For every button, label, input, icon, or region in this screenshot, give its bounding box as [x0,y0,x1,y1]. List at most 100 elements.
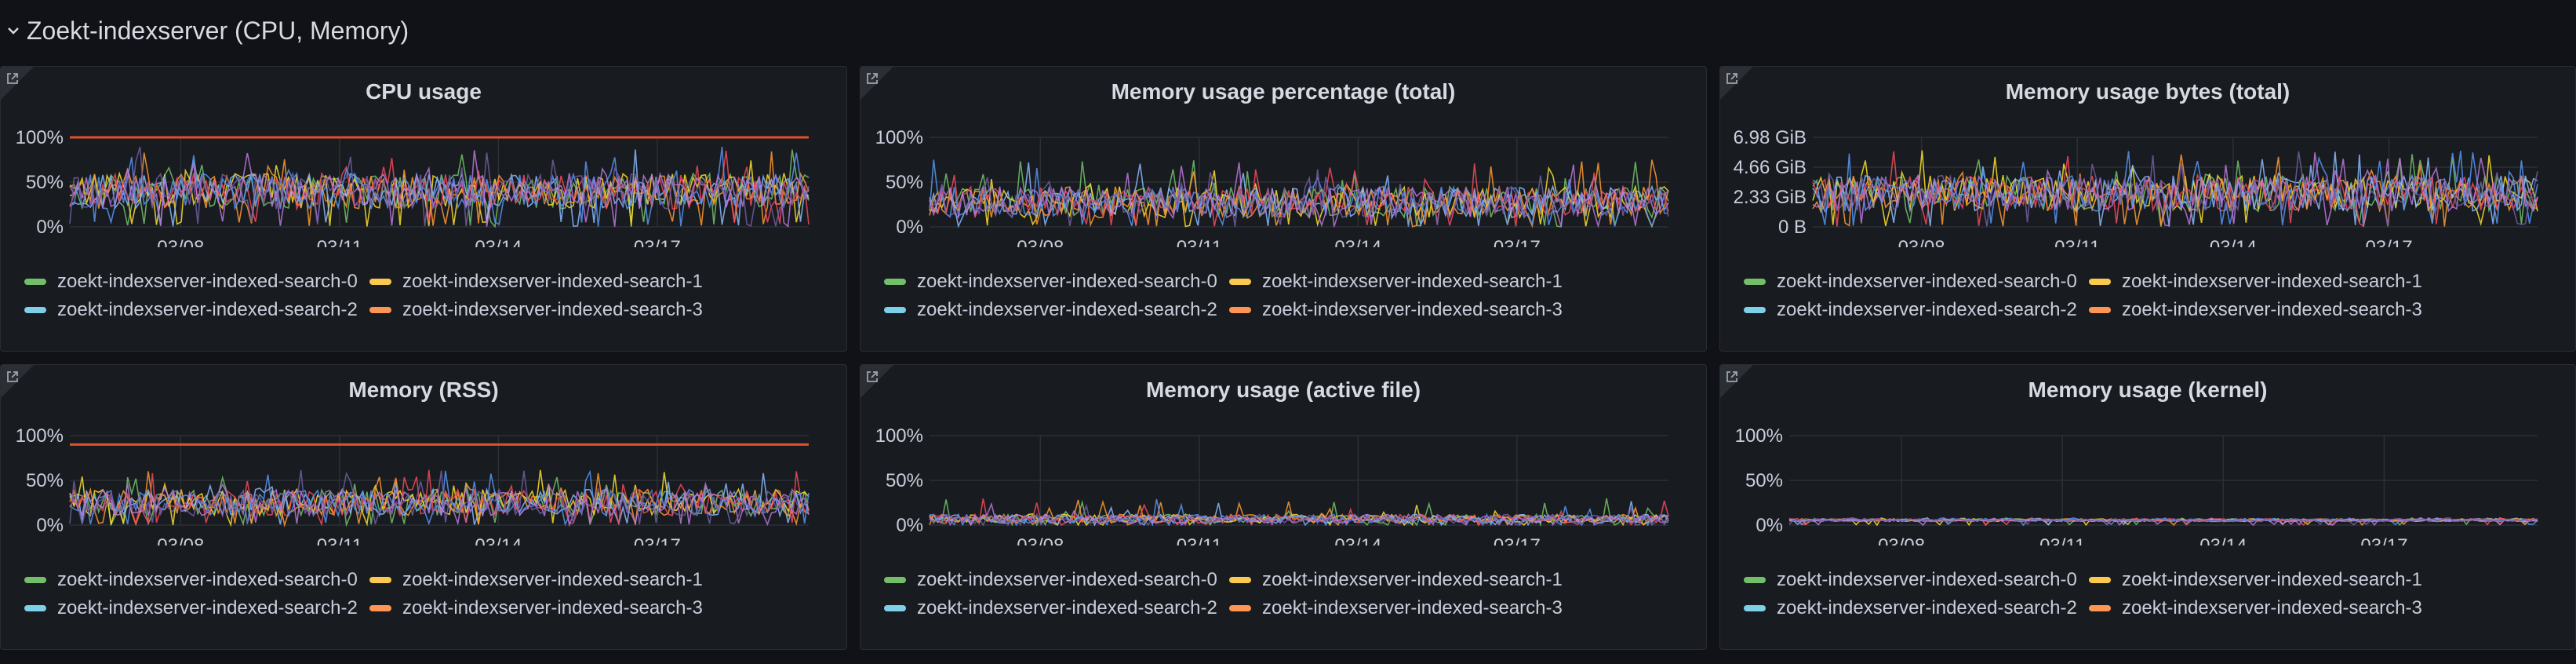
legend-label: zoekt-indexserver-indexed-search-0 [917,569,1217,590]
chart[interactable]: 100% 50% 0% 03/08 03/11 03/14 03/17 [1720,365,2576,545]
legend-item[interactable]: zoekt-indexserver-indexed-search-2 [24,299,369,321]
x-tick-label: 03/17 [1494,535,1541,545]
legend-item[interactable]: zoekt-indexserver-indexed-search-1 [2089,271,2434,293]
legend: zoekt-indexserver-indexed-search-0 zoekt-… [24,566,715,622]
legend-item[interactable]: zoekt-indexserver-indexed-search-1 [1229,271,1574,293]
x-tick-label: 03/11 [317,237,362,247]
legend-swatch [24,279,46,285]
external-link-icon[interactable] [865,71,879,89]
y-tick-label: 0% [1756,515,1783,536]
legend-label: zoekt-indexserver-indexed-search-0 [1777,271,2077,292]
legend-item[interactable]: zoekt-indexserver-indexed-search-3 [369,299,715,321]
legend-item[interactable]: zoekt-indexserver-indexed-search-0 [1744,569,2089,591]
legend-row: zoekt-indexserver-indexed-search-2 zoekt-… [24,296,715,324]
x-tick-label: 03/17 [634,237,681,247]
external-link-icon[interactable] [1725,71,1739,89]
x-tick-label: 03/17 [1494,237,1541,247]
legend-label: zoekt-indexserver-indexed-search-2 [917,299,1217,320]
x-tick-label: 03/14 [1334,237,1381,247]
row-title: Zoekt-indexserver (CPU, Memory) [27,16,409,45]
legend-item[interactable]: zoekt-indexserver-indexed-search-2 [1744,299,2089,321]
x-tick-label: 03/14 [1334,535,1381,545]
legend-label: zoekt-indexserver-indexed-search-1 [1262,271,1563,292]
legend-swatch [369,577,391,583]
legend-item[interactable]: zoekt-indexserver-indexed-search-2 [884,299,1229,321]
legend-item[interactable]: zoekt-indexserver-indexed-search-2 [1744,597,2089,619]
chart[interactable]: 100% 50% 0% 03/08 03/11 03/14 03/17 [1,365,847,545]
external-link-icon[interactable] [865,370,879,388]
legend-item[interactable]: zoekt-indexserver-indexed-search-0 [884,569,1229,591]
panel[interactable]: Memory usage (kernel) 100% 50% 0% 03/08 03/11… [1719,364,2576,650]
chart[interactable]: 100% 50% 0% 03/08 03/11 03/14 03/17 [1,67,847,247]
panel[interactable]: CPU usage 100% 50% 0% 03/08 03/11 03/14 03/17 zo… [0,66,847,352]
legend-swatch [24,605,46,611]
x-tick-label: 03/08 [1017,535,1064,545]
legend-swatch [369,605,391,611]
legend-item[interactable]: zoekt-indexserver-indexed-search-0 [24,569,369,591]
x-tick-label: 03/11 [2039,535,2085,545]
legend-item[interactable]: zoekt-indexserver-indexed-search-1 [369,569,715,591]
legend-item[interactable]: zoekt-indexserver-indexed-search-0 [884,271,1229,293]
legend-item[interactable]: zoekt-indexserver-indexed-search-1 [2089,569,2434,591]
legend-swatch [1744,605,1766,611]
external-link-icon[interactable] [5,370,20,388]
panel[interactable]: Memory usage percentage (total) 100% 50% 0%… [860,66,1707,352]
x-tick-label: 03/17 [2366,237,2413,247]
y-tick-label: 100% [16,425,64,447]
panel[interactable]: Memory (RSS) 100% 50% 0% 03/08 03/11 03/14 03/1… [0,364,847,650]
y-tick-label: 0 B [1778,217,1806,238]
chart[interactable]: 100% 50% 0% 03/08 03/11 03/14 03/17 [860,365,1707,545]
x-tick-label: 03/14 [2210,237,2257,247]
x-tick-label: 03/08 [1898,237,1945,247]
panel[interactable]: Memory usage (active file) 100% 50% 0% 03/08… [860,364,1707,650]
legend-row: zoekt-indexserver-indexed-search-2 zoekt-… [884,594,1574,622]
legend-item[interactable]: zoekt-indexserver-indexed-search-3 [1229,597,1574,619]
legend-row: zoekt-indexserver-indexed-search-2 zoekt-… [884,296,1574,324]
x-tick-label: 03/08 [1017,237,1064,247]
legend-item[interactable]: zoekt-indexserver-indexed-search-0 [24,271,369,293]
legend-swatch [2089,279,2111,285]
legend-item[interactable]: zoekt-indexserver-indexed-search-3 [2089,597,2434,619]
legend-item[interactable]: zoekt-indexserver-indexed-search-1 [369,271,715,293]
legend-overflow [884,622,1574,632]
panel[interactable]: Memory usage bytes (total) 6.98 GiB 4.66 G… [1719,66,2576,352]
legend-label: zoekt-indexserver-indexed-search-0 [57,271,358,292]
panel-title: Memory usage (active file) [1145,378,1421,402]
legend-item[interactable]: zoekt-indexserver-indexed-search-2 [884,597,1229,619]
legend-swatch [24,307,46,313]
legend-item[interactable]: zoekt-indexserver-indexed-search-2 [24,597,369,619]
series-line [69,469,810,525]
x-tick-label: 03/08 [157,237,204,247]
legend-swatch [1229,307,1251,313]
legend-swatch [369,279,391,285]
panel-title: CPU usage [366,79,482,104]
series-line [929,498,1669,527]
legend-label: zoekt-indexserver-indexed-search-3 [402,597,703,618]
external-link-icon[interactable] [5,71,20,89]
x-tick-label: 03/11 [2054,237,2100,247]
row-header[interactable]: Zoekt-indexserver (CPU, Memory) [0,0,2576,61]
legend-item[interactable]: zoekt-indexserver-indexed-search-1 [1229,569,1574,591]
legend-label: zoekt-indexserver-indexed-search-1 [2122,569,2422,590]
legend-swatch [884,279,906,285]
legend-label: zoekt-indexserver-indexed-search-2 [917,597,1217,618]
series-line [1788,517,2538,527]
legend-row: zoekt-indexserver-indexed-search-0 zoekt-… [1744,566,2434,594]
legend-item[interactable]: zoekt-indexserver-indexed-search-0 [1744,271,2089,293]
legend-item[interactable]: zoekt-indexserver-indexed-search-3 [1229,299,1574,321]
legend-label: zoekt-indexserver-indexed-search-3 [1262,299,1563,320]
legend-row: zoekt-indexserver-indexed-search-0 zoekt-… [884,268,1574,296]
chart[interactable]: 100% 50% 0% 03/08 03/11 03/14 03/17 [860,67,1707,247]
y-tick-label: 4.66 GiB [1734,157,1806,178]
x-tick-label: 03/17 [634,535,681,545]
chevron-down-icon[interactable] [6,24,20,38]
legend-item[interactable]: zoekt-indexserver-indexed-search-3 [2089,299,2434,321]
series-line [1788,517,2538,527]
external-link-icon[interactable] [1725,370,1739,388]
legend: zoekt-indexserver-indexed-search-0 zoekt-… [24,268,715,324]
chart[interactable]: 6.98 GiB 4.66 GiB 2.33 GiB 0 B 03/08 03/11 03/… [1720,67,2576,247]
y-tick-label: 50% [26,172,64,193]
x-tick-label: 03/17 [2360,535,2407,545]
legend-row: zoekt-indexserver-indexed-search-2 zoekt-… [1744,296,2434,324]
legend-item[interactable]: zoekt-indexserver-indexed-search-3 [369,597,715,619]
